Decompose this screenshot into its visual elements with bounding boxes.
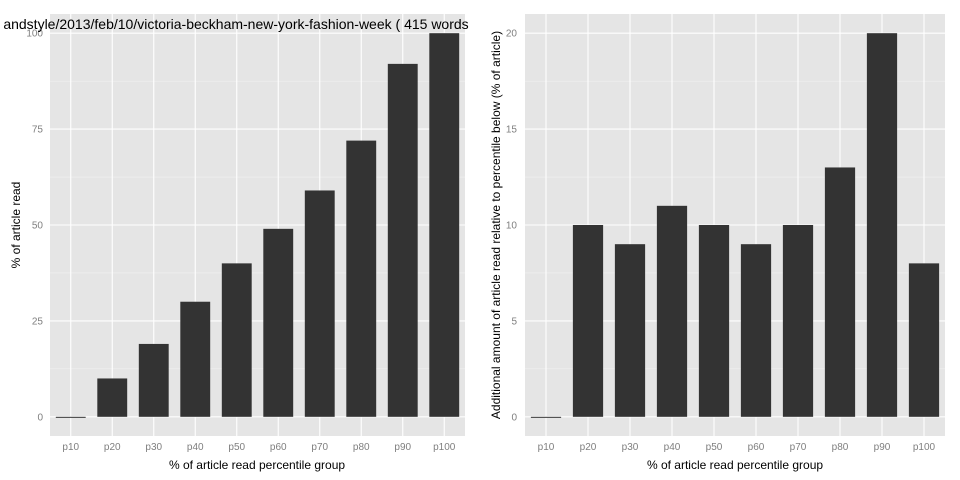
left-chart-title: andstyle/2013/feb/10/victoria-beckham-ne… xyxy=(3,16,468,32)
bar-p30 xyxy=(614,244,646,417)
left-tick-labels: 0 25 50 75 100 p10 p20 p30 p40 p50 p60 p70 p80 p90 p10… xyxy=(26,29,455,453)
right-tick-labels: 0 5 10 15 20 p10 p20 p30 p40 p50 p60 p70 p80 p90 p100 xyxy=(506,29,936,453)
bar-p50 xyxy=(698,225,730,417)
bar-p100 xyxy=(908,263,940,417)
bar-p100 xyxy=(429,33,460,417)
x-tick-label: p30 xyxy=(622,442,639,453)
bar-p60 xyxy=(740,244,772,417)
x-tick-label: p20 xyxy=(104,442,121,453)
y-tick-label: 5 xyxy=(511,316,517,327)
left-x-axis-title: % of article read percentile group xyxy=(169,458,345,472)
x-tick-label: p50 xyxy=(228,442,245,453)
x-tick-label: p50 xyxy=(706,442,723,453)
y-tick-label: 25 xyxy=(32,316,44,327)
x-tick-label: p70 xyxy=(311,442,328,453)
y-tick-label: 20 xyxy=(506,29,518,40)
bar-p70 xyxy=(782,225,814,417)
y-tick-label: 0 xyxy=(37,412,43,423)
x-tick-label: p20 xyxy=(580,442,597,453)
bar-p20 xyxy=(572,225,604,417)
left-bars xyxy=(55,33,460,418)
x-tick-label: p90 xyxy=(394,442,411,453)
x-tick-label: p80 xyxy=(832,442,849,453)
y-tick-label: 0 xyxy=(511,412,517,423)
right-x-axis-title: % of article read percentile group xyxy=(647,458,823,472)
x-tick-label: p60 xyxy=(270,442,287,453)
x-tick-label: p80 xyxy=(353,442,370,453)
x-tick-label: p90 xyxy=(874,442,891,453)
bar-p10 xyxy=(530,416,562,418)
bar-p50 xyxy=(221,263,252,417)
x-tick-label: p10 xyxy=(62,442,79,453)
right-bars xyxy=(530,33,940,418)
bar-p10 xyxy=(55,416,86,418)
left-y-axis-title: % of article read xyxy=(9,182,23,269)
x-tick-label: p60 xyxy=(748,442,765,453)
bar-p80 xyxy=(824,167,856,417)
x-tick-label: p70 xyxy=(790,442,807,453)
y-tick-label: 75 xyxy=(32,125,44,136)
y-tick-label: 50 xyxy=(32,221,44,232)
bar-p20 xyxy=(97,378,128,417)
y-tick-label: 100 xyxy=(26,29,43,40)
bar-p40 xyxy=(656,205,688,417)
bar-p60 xyxy=(263,228,294,417)
x-tick-label: p100 xyxy=(913,442,936,453)
x-tick-label: p100 xyxy=(433,442,456,453)
x-tick-label: p30 xyxy=(145,442,162,453)
y-tick-label: 10 xyxy=(506,221,518,232)
x-tick-label: p40 xyxy=(664,442,681,453)
bar-p90 xyxy=(866,33,898,417)
bar-p90 xyxy=(387,63,418,417)
left-chart: 0 25 50 75 100 p10 p20 p30 p40 p50 p60 p70 p80 p90 p10… xyxy=(3,14,469,472)
x-tick-label: p40 xyxy=(187,442,204,453)
bar-p80 xyxy=(346,140,377,417)
y-tick-label: 15 xyxy=(506,125,518,136)
bar-p70 xyxy=(304,190,335,417)
bar-p30 xyxy=(138,343,169,417)
bar-p40 xyxy=(180,301,211,417)
right-y-axis-title: Additional amount of article read relati… xyxy=(489,31,503,419)
x-tick-label: p10 xyxy=(538,442,555,453)
